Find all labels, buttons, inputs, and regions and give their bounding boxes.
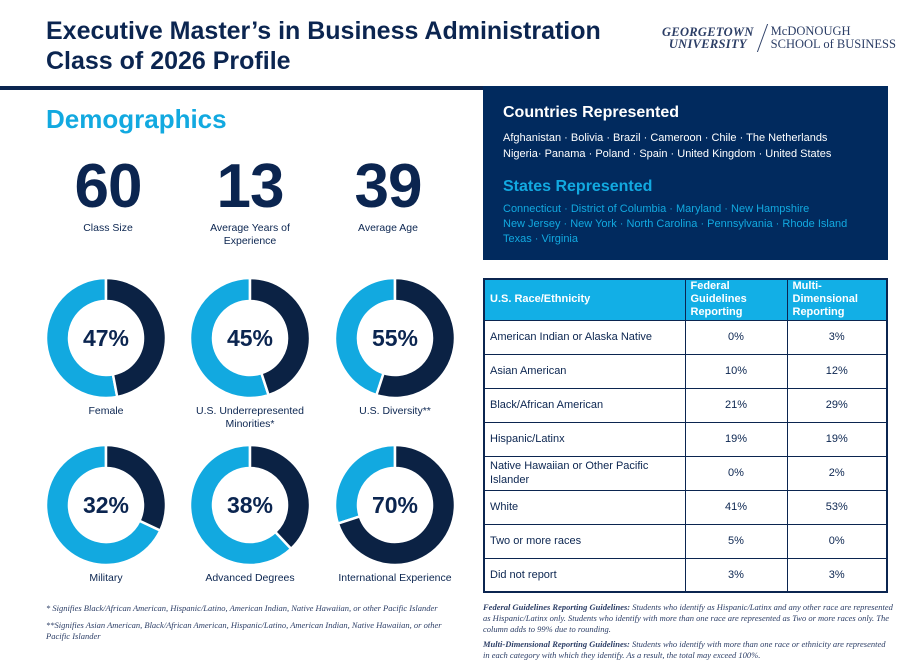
donut-percent: 38% — [227, 492, 273, 518]
logo-mcdonough: McDONOUGH SCHOOL of BUSINESS — [770, 24, 896, 51]
stat-value: 13 — [216, 152, 285, 221]
logo-georgetown: GEORGETOWN UNIVERSITY — [662, 25, 754, 51]
multi-dimensional-note: Multi-Dimensional Reporting Guidelines: … — [483, 639, 886, 660]
race-category-cell: White — [483, 489, 686, 525]
federal-value-cell: 3% — [684, 557, 788, 593]
states-heading: States Represented — [503, 178, 653, 195]
donut-label: U.S. Underrepresented Minorities* — [196, 405, 304, 430]
donut-international-experience: 70% International Experience — [325, 443, 465, 585]
donut-percent: 45% — [227, 325, 273, 351]
donut-value-segment — [248, 443, 312, 551]
donut-value-segment — [104, 276, 168, 399]
multi-dimensional-value-cell: 12% — [786, 353, 888, 389]
race-ethnicity-table: U.S. Race/Ethnicity Federal Guidelines R… — [483, 278, 888, 593]
race-category-cell: Asian American — [483, 353, 686, 389]
federal-value-cell: 10% — [684, 353, 788, 389]
table-row: White 41% 53% — [483, 489, 888, 525]
footnote-double: **Signifies Asian American, Black/Africa… — [46, 620, 442, 641]
countries-line: Nigeria· Panama · Poland · Spain · Unite… — [503, 148, 832, 160]
multi-dimensional-value-cell: 2% — [786, 455, 888, 491]
donut-value-segment — [104, 443, 168, 533]
logo-divider — [756, 24, 768, 52]
multi-dimensional-value-cell: 3% — [786, 319, 888, 355]
page-title: Executive Master’s in Business Administr… — [46, 16, 601, 76]
georgetown-mcdonough-logo: GEORGETOWN UNIVERSITY McDONOUGH SCHOOL of … — [662, 24, 896, 52]
donut-u-s-underrepresented-minorities: 45% U.S. Underrepresented Minorities* — [180, 276, 320, 431]
countries-line: Afghanistan · Bolivia · Brazil · Cameroo… — [503, 132, 828, 144]
table-header-row: U.S. Race/Ethnicity Federal Guidelines R… — [483, 278, 888, 321]
donut-value-segment — [374, 276, 457, 400]
federal-value-cell: 21% — [684, 387, 788, 423]
stat-years-experience: 13 Average Years of Experience — [180, 156, 320, 248]
header-rule — [0, 86, 888, 90]
donut-label: Female — [88, 405, 124, 417]
table-row: Two or more races 5% 0% — [483, 523, 888, 559]
donut-label: U.S. Diversity** — [359, 405, 431, 417]
stat-class-size: 60 Class Size — [38, 156, 178, 235]
federal-value-cell: 19% — [684, 421, 788, 457]
donut-remainder-segment — [188, 276, 271, 400]
donut-percent: 55% — [372, 325, 418, 351]
federal-value-cell: 0% — [684, 455, 788, 491]
table-row: Asian American 10% 12% — [483, 353, 888, 389]
donut-military: 32% Military — [36, 443, 176, 585]
multi-dimensional-value-cell: 19% — [786, 421, 888, 457]
race-category-cell: American Indian or Alaska Native — [483, 319, 686, 355]
race-category-cell: Hispanic/Latinx — [483, 421, 686, 457]
donut-percent: 47% — [83, 325, 129, 351]
column-header: Multi-Dimensional Reporting — [786, 278, 888, 321]
donut-value-segment — [336, 443, 457, 567]
donut-u-s-diversity: 55% U.S. Diversity** — [325, 276, 465, 418]
countries-states-panel: Countries Represented Afghanistan · Boli… — [483, 86, 888, 260]
column-header: Federal Guidelines Reporting — [684, 278, 788, 321]
states-line: New Jersey · New York · North Carolina ·… — [503, 218, 848, 230]
donut-remainder-segment — [188, 443, 293, 567]
donut-advanced-degrees: 38% Advanced Degrees — [180, 443, 320, 585]
table-row: American Indian or Alaska Native 0% 3% — [483, 319, 888, 355]
stat-value: 39 — [354, 152, 423, 221]
federal-value-cell: 41% — [684, 489, 788, 525]
race-category-cell: Two or more races — [483, 523, 686, 559]
footnote-single: * Signifies Black/African American, Hisp… — [46, 603, 438, 613]
stat-average-age: 39 Average Age — [318, 156, 458, 235]
multi-dimensional-value-cell: 3% — [786, 557, 888, 593]
table-row: Black/African American 21% 29% — [483, 387, 888, 423]
donut-label: Military — [89, 572, 123, 584]
donut-remainder-segment — [44, 276, 119, 400]
stat-label: Average Years of Experience — [210, 222, 290, 247]
demographics-heading: Demographics — [46, 104, 227, 134]
states-line: Texas · Virginia — [503, 233, 578, 245]
donut-female: 47% Female — [36, 276, 176, 418]
donut-remainder-segment — [44, 443, 162, 567]
stat-value: 60 — [74, 152, 143, 221]
donut-value-segment — [248, 276, 312, 397]
federal-value-cell: 5% — [684, 523, 788, 559]
title-line-1: Executive Master’s in Business Administr… — [46, 17, 601, 45]
race-category-cell: Black/African American — [483, 387, 686, 423]
federal-value-cell: 0% — [684, 319, 788, 355]
stat-label: Average Age — [358, 222, 418, 234]
table-row: Did not report 3% 3% — [483, 557, 888, 593]
donut-percent: 70% — [372, 492, 418, 518]
federal-guidelines-note: Federal Guidelines Reporting Guidelines:… — [483, 602, 893, 634]
donut-remainder-segment — [333, 276, 397, 397]
multi-dimensional-value-cell: 0% — [786, 523, 888, 559]
states-line: Connecticut · District of Columbia · Mar… — [503, 203, 810, 215]
title-line-2: Class of 2026 Profile — [46, 47, 291, 75]
multi-dimensional-value-cell: 53% — [786, 489, 888, 525]
donut-label: International Experience — [338, 572, 452, 584]
race-category-cell: Native Hawaiian or Other Pacific Islande… — [483, 455, 686, 491]
donut-label: Advanced Degrees — [205, 572, 295, 584]
stat-label: Class Size — [83, 222, 133, 234]
countries-heading: Countries Represented — [503, 104, 680, 121]
table-row: Hispanic/Latinx 19% 19% — [483, 421, 888, 457]
column-header: U.S. Race/Ethnicity — [483, 278, 686, 321]
multi-dimensional-value-cell: 29% — [786, 387, 888, 423]
table-row: Native Hawaiian or Other Pacific Islande… — [483, 455, 888, 491]
race-category-cell: Did not report — [483, 557, 686, 593]
donut-percent: 32% — [83, 492, 129, 518]
